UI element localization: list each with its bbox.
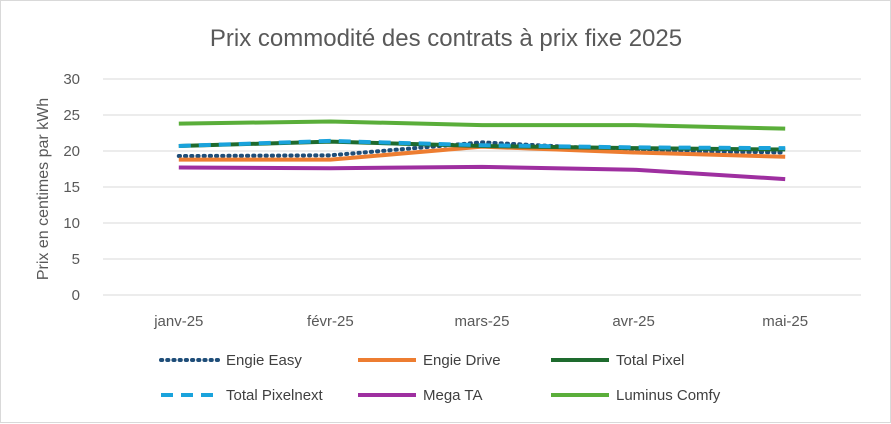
series-line <box>176 140 788 159</box>
gridlines <box>103 78 861 296</box>
y-tick-label: 5 <box>72 251 80 268</box>
legend-label: Luminus Comfy <box>616 387 721 404</box>
x-tick-label: avr-25 <box>612 313 655 330</box>
x-tick-label: mars-25 <box>454 313 509 330</box>
legend-label: Mega TA <box>423 387 482 404</box>
legend-label: Total Pixel <box>616 352 684 369</box>
y-axis-ticks: 0 5 10 15 20 25 30 <box>63 71 80 304</box>
legend: Engie Easy Engie Drive Total Pixel Total Pi… <box>159 352 721 404</box>
series-line <box>178 138 786 151</box>
series-line <box>178 164 786 182</box>
legend-label: Engie Drive <box>423 352 501 369</box>
y-tick-label: 15 <box>63 179 80 196</box>
y-tick-label: 20 <box>63 143 80 160</box>
y-tick-label: 30 <box>63 71 80 88</box>
y-tick-label: 0 <box>72 287 80 304</box>
series-lines <box>176 119 788 182</box>
series-line <box>178 119 786 131</box>
chart-title: Prix commodité des contrats à prix fixe … <box>210 25 682 52</box>
legend-label: Total Pixelnext <box>226 387 324 404</box>
x-tick-label: févr-25 <box>307 313 354 330</box>
x-tick-label: mai-25 <box>762 313 808 330</box>
x-axis-ticks: janv-25 févr-25 mars-25 avr-25 mai-25 <box>153 313 808 330</box>
y-tick-label: 25 <box>63 107 80 124</box>
legend-label: Engie Easy <box>226 352 302 369</box>
x-tick-label: janv-25 <box>153 313 203 330</box>
y-axis-label: Prix en centimes par kWh <box>35 98 52 280</box>
y-tick-label: 10 <box>63 215 80 232</box>
